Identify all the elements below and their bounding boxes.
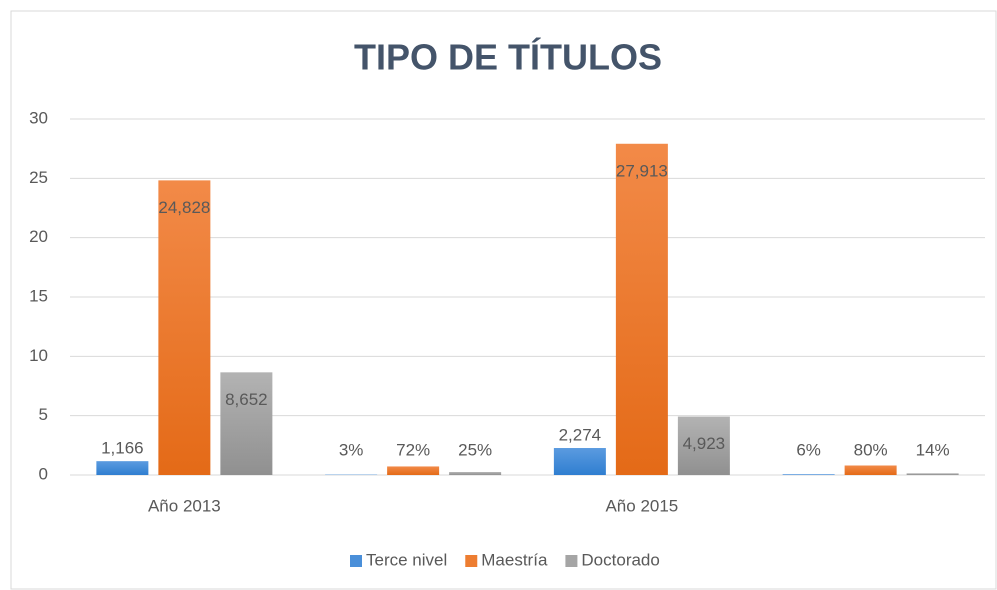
bar <box>96 461 149 475</box>
x-tick-label: Año 2013 <box>148 496 221 515</box>
bar <box>906 473 959 475</box>
legend-swatch <box>465 555 478 567</box>
data-label: 2,274 <box>559 425 602 444</box>
data-label: 4,923 <box>683 434 726 453</box>
legend-swatch <box>350 555 362 567</box>
y-tick-label: 15 <box>29 286 48 305</box>
legend-label: Doctorado <box>581 550 659 569</box>
legend-swatch <box>565 555 578 567</box>
data-label: 80% <box>854 440 888 459</box>
data-label: 24,828 <box>158 198 210 217</box>
bar <box>449 472 502 475</box>
x-tick-label: Año 2015 <box>605 496 678 515</box>
legend-label: Terce nivel <box>366 550 447 569</box>
bar <box>387 466 440 475</box>
bar <box>220 372 273 475</box>
data-label: 6% <box>796 440 821 459</box>
data-label: 1,166 <box>101 439 144 458</box>
chart-title: TIPO DE TÍTULOS <box>354 37 662 78</box>
y-tick-label: 25 <box>29 168 48 187</box>
bar <box>677 416 730 475</box>
bar <box>844 465 897 475</box>
bar <box>615 143 668 475</box>
y-tick-label: 10 <box>29 346 48 365</box>
y-tick-label: 5 <box>39 405 48 424</box>
data-label: 8,652 <box>225 390 268 409</box>
bar <box>782 474 835 475</box>
data-label: 72% <box>396 440 430 459</box>
y-tick-label: 20 <box>29 227 48 246</box>
data-label: 27,913 <box>616 161 668 180</box>
y-tick-label: 30 <box>29 108 48 127</box>
bar <box>158 180 211 476</box>
data-label: 25% <box>458 440 492 459</box>
y-tick-label: 0 <box>39 464 48 483</box>
data-label: 14% <box>916 440 950 459</box>
data-label: 3% <box>339 440 364 459</box>
bar <box>553 448 606 475</box>
legend-label: Maestría <box>481 550 548 569</box>
